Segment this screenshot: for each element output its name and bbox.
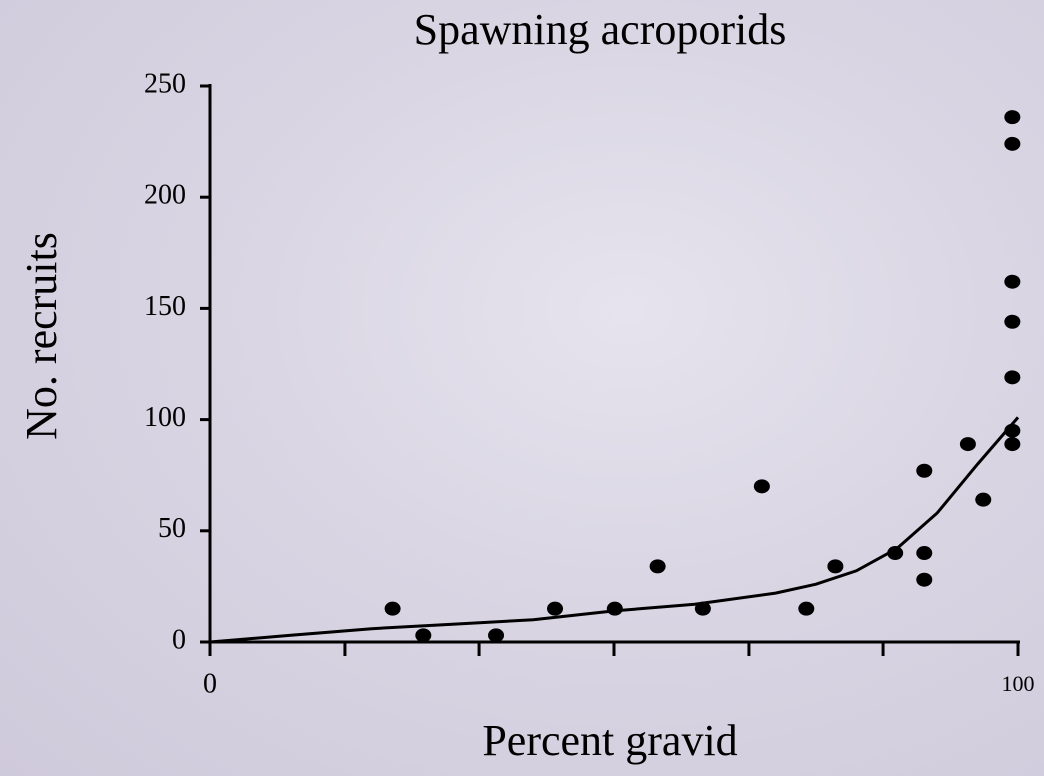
data-point (415, 628, 432, 643)
data-point (916, 572, 933, 587)
data-point (1004, 136, 1021, 151)
data-point (547, 601, 564, 616)
fit-curve (209, 416, 1020, 644)
data-point (887, 546, 904, 561)
data-point (694, 601, 711, 616)
data-point (1004, 314, 1021, 329)
data-point (959, 437, 976, 452)
data-point (1004, 437, 1021, 452)
data-point (975, 492, 992, 507)
x-axis-label: Percent gravid (482, 716, 737, 765)
y-tick-label: 150 (144, 291, 186, 322)
data-point (488, 628, 505, 643)
data-point (916, 463, 933, 478)
data-point (1004, 423, 1021, 438)
y-tick-label: 50 (158, 513, 186, 544)
data-point (649, 559, 666, 574)
data-point (1004, 370, 1021, 385)
data-point (1004, 110, 1021, 125)
x-tick-label: 0 (203, 668, 217, 699)
data-point (384, 601, 401, 616)
y-axis-label: No. recruits (17, 232, 66, 440)
data-point (798, 601, 815, 616)
y-tick-label: 200 (144, 180, 186, 211)
data-point (753, 479, 770, 494)
x-tick-label: 100 (1002, 671, 1035, 696)
y-tick-label: 0 (172, 624, 186, 655)
y-tick-label: 250 (144, 68, 186, 99)
data-point (606, 601, 623, 616)
data-point (827, 559, 844, 574)
data-point (1004, 274, 1021, 289)
y-tick-label: 100 (144, 402, 186, 433)
data-point (916, 546, 933, 561)
chart-title: Spawning acroporids (414, 5, 787, 54)
